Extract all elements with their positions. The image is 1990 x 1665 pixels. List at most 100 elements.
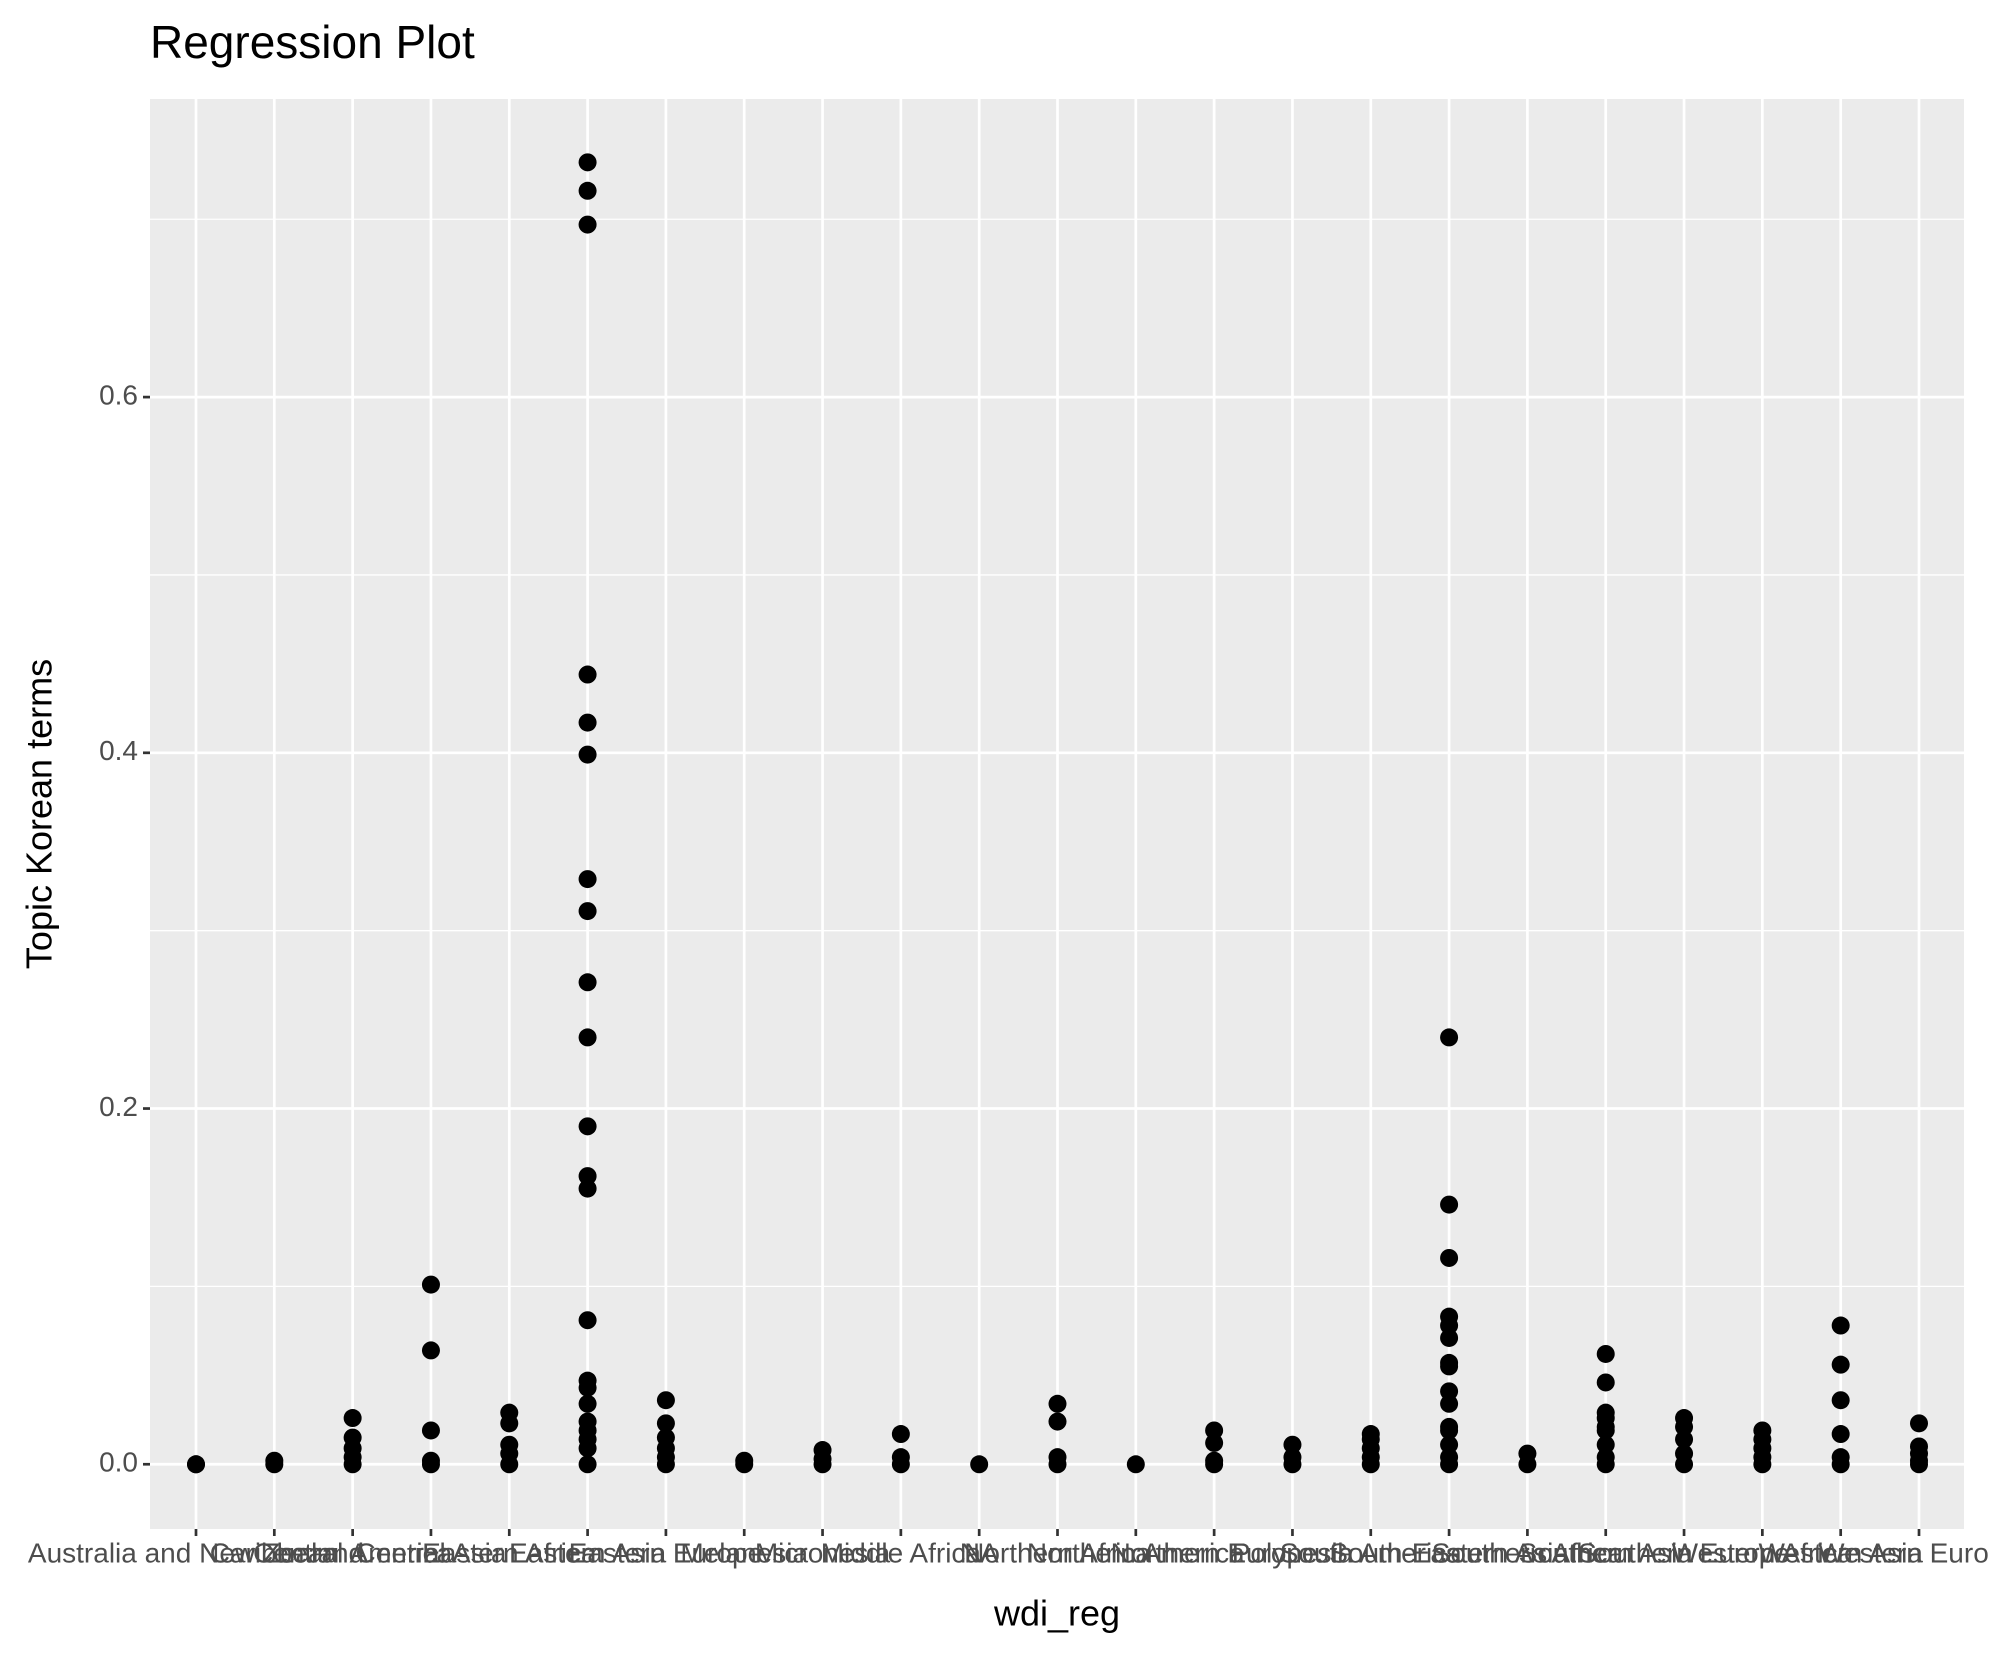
point xyxy=(1518,1455,1537,1474)
point xyxy=(1283,1455,1302,1474)
point xyxy=(1126,1455,1145,1474)
point xyxy=(500,1455,519,1474)
point xyxy=(1440,1455,1459,1474)
x-tick-label: Eastern Europe xyxy=(569,1537,764,1568)
point xyxy=(1675,1430,1694,1449)
point xyxy=(1910,1455,1928,1474)
y-tick-label: 0.2 xyxy=(99,1091,138,1122)
point xyxy=(813,1455,832,1474)
point xyxy=(1205,1455,1224,1474)
point xyxy=(343,1409,362,1428)
point xyxy=(1440,1382,1459,1401)
x-tick-label: Southern Asia xyxy=(1519,1537,1694,1568)
point xyxy=(578,1394,597,1413)
x-tick-label: Micronesia xyxy=(755,1537,891,1568)
point xyxy=(578,902,597,921)
x-tick-label: Caribbean xyxy=(210,1537,339,1568)
x-tick-label: Northern Africa xyxy=(964,1537,1151,1568)
point xyxy=(421,1275,440,1294)
point xyxy=(1831,1355,1850,1374)
point xyxy=(1831,1425,1850,1444)
point xyxy=(1675,1417,1694,1436)
x-tick-label: Eastern Africa xyxy=(422,1537,597,1568)
point xyxy=(1910,1414,1928,1433)
point xyxy=(1205,1433,1224,1452)
x-tick-label: Northern Europe xyxy=(1111,1537,1318,1568)
point xyxy=(578,1378,597,1397)
point xyxy=(1283,1435,1302,1454)
x-tick-label: Australia and New Zealand xyxy=(28,1537,364,1568)
y-tick-label: 0.4 xyxy=(99,735,138,766)
point xyxy=(187,1455,205,1474)
point xyxy=(578,745,597,764)
point xyxy=(1596,1344,1615,1363)
point xyxy=(265,1455,284,1474)
point xyxy=(1440,1328,1459,1347)
chart-title: Regression Plot xyxy=(150,16,475,68)
point xyxy=(578,153,597,172)
point xyxy=(421,1421,440,1440)
point xyxy=(500,1414,519,1433)
point xyxy=(1596,1455,1615,1474)
point xyxy=(421,1341,440,1360)
point xyxy=(1048,1412,1067,1431)
x-tick-label: Melanesia xyxy=(680,1537,808,1568)
x-tick-label: South America xyxy=(1280,1537,1463,1568)
x-tick-label: Eastern Asia xyxy=(509,1537,667,1568)
point xyxy=(891,1455,910,1474)
point xyxy=(1596,1373,1615,1392)
point xyxy=(1048,1455,1067,1474)
x-tick-label: South-Eastern Asia xyxy=(1329,1537,1569,1568)
point xyxy=(1831,1455,1850,1474)
grid xyxy=(150,99,1964,1529)
x-tick-label: Western Asia xyxy=(1758,1537,1923,1568)
point xyxy=(578,1455,597,1474)
point xyxy=(1440,1028,1459,1047)
point xyxy=(1831,1391,1850,1410)
point xyxy=(578,1167,597,1186)
point xyxy=(578,1117,597,1136)
point xyxy=(1048,1394,1067,1413)
point xyxy=(1596,1421,1615,1440)
point xyxy=(1675,1455,1694,1474)
point xyxy=(891,1425,910,1444)
point xyxy=(578,870,597,889)
x-axis-label: wdi_reg xyxy=(993,1593,1120,1634)
point xyxy=(735,1455,754,1474)
point xyxy=(578,1028,597,1047)
x-tick-label: Western Europe xyxy=(1818,1537,1990,1568)
point xyxy=(578,973,597,992)
point xyxy=(970,1455,989,1474)
x-tick-label: Polynesia xyxy=(1232,1537,1354,1568)
point xyxy=(578,215,597,234)
x-tick-label: Central America xyxy=(253,1537,453,1568)
point xyxy=(656,1391,675,1410)
point xyxy=(578,1311,597,1330)
x-tick-label: Middle Africa xyxy=(821,1537,982,1568)
y-axis-label: Topic Korean terms xyxy=(19,659,60,969)
point xyxy=(1440,1316,1459,1335)
x-tick-label: Southern Europe xyxy=(1578,1537,1790,1568)
y-tick-label: 0.6 xyxy=(99,379,138,410)
point xyxy=(1205,1421,1224,1440)
y-tick-label: 0.0 xyxy=(99,1447,138,1478)
point xyxy=(1440,1195,1459,1214)
x-tick-label: Southern Africa xyxy=(1432,1537,1624,1568)
x-tick-label: Northern America xyxy=(1027,1537,1245,1568)
point xyxy=(1440,1435,1459,1454)
x-tick-label: Western Africa xyxy=(1672,1537,1854,1568)
point xyxy=(578,713,597,732)
point xyxy=(656,1455,675,1474)
point xyxy=(1440,1421,1459,1440)
point xyxy=(1831,1316,1850,1335)
point xyxy=(1440,1248,1459,1267)
point xyxy=(578,181,597,200)
point xyxy=(1361,1455,1380,1474)
x-tick-label: NA xyxy=(960,1537,999,1568)
x-tick-label: Central Asia xyxy=(355,1537,506,1568)
point xyxy=(1753,1455,1772,1474)
point xyxy=(578,1179,597,1198)
point xyxy=(1440,1394,1459,1413)
